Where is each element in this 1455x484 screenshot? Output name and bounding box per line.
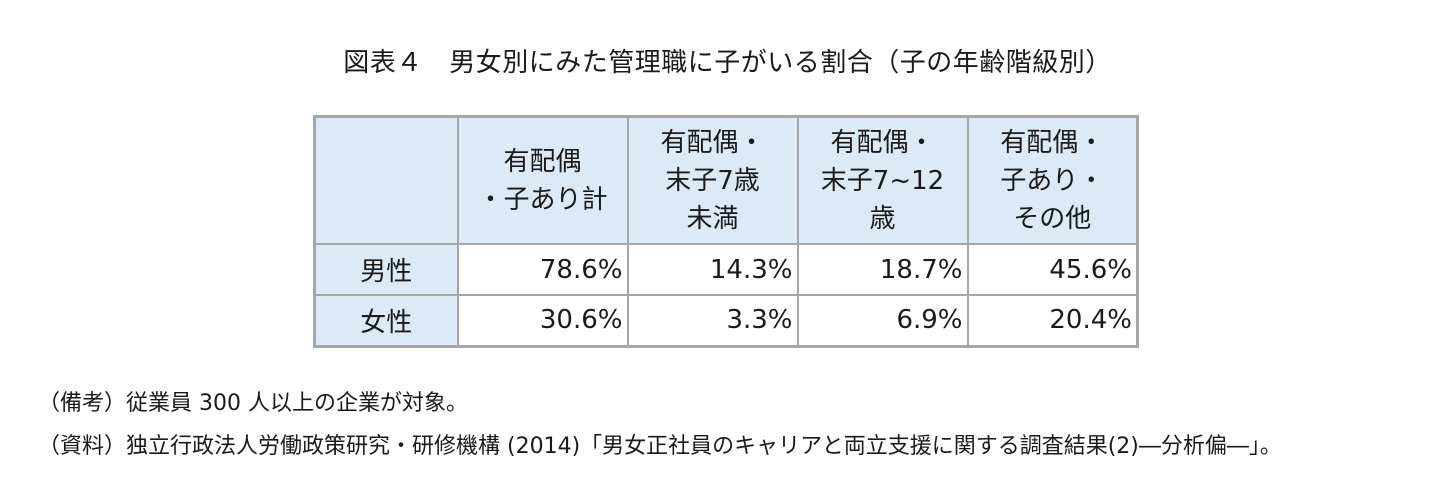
table-cell: 3.3%: [626, 294, 799, 347]
table-corner-cell: [313, 115, 459, 245]
row-label: 男性: [313, 243, 459, 296]
column-header-line: その他: [1013, 203, 1092, 234]
table-row-female: 女性 30.6% 3.3% 6.9% 20.4%: [313, 294, 1139, 347]
column-header-married-with-children-total: 有配偶 ・子あり計: [456, 115, 629, 245]
column-header-line: 歳: [869, 203, 896, 234]
table-cell: 20.4%: [966, 294, 1139, 347]
table-header-row: 有配偶 ・子あり計 有配偶・ 末子7歳 未満 有配偶・ 末子7~12 歳 有配偶…: [313, 115, 1139, 245]
column-header-youngest-under-7: 有配偶・ 末子7歳 未満: [626, 115, 799, 245]
column-header-line: 有配偶・: [1000, 127, 1105, 158]
row-label: 女性: [313, 294, 459, 347]
column-header-line: 有配偶・: [830, 127, 935, 158]
column-header-line: 有配偶・: [660, 127, 765, 158]
source-note: （資料）独立行政法人労働政策研究・研修機構 (2014)「男女正社員のキャリアと…: [38, 434, 1282, 459]
table-row-male: 男性 78.6% 14.3% 18.7% 45.6%: [313, 243, 1139, 296]
column-header-line: 未満: [686, 203, 739, 234]
column-header-youngest-7-12: 有配偶・ 末子7~12 歳: [796, 115, 969, 245]
table-cell: 30.6%: [456, 294, 629, 347]
table-cell: 78.6%: [456, 243, 629, 296]
table-cell: 6.9%: [796, 294, 969, 347]
table-cell: 14.3%: [626, 243, 799, 296]
data-table: 有配偶 ・子あり計 有配偶・ 末子7歳 未満 有配偶・ 末子7~12 歳 有配偶…: [313, 115, 1139, 348]
column-header-line: 末子7~12: [820, 165, 945, 196]
column-header-line: 有配偶: [503, 146, 582, 177]
column-header-line: ・子あり計: [477, 184, 608, 215]
table-cell: 45.6%: [966, 243, 1139, 296]
column-header-line: 子あり・: [1000, 165, 1105, 196]
figure-title: 図表４ 男女別にみた管理職に子がいる割合（子の年齢階級別）: [343, 48, 1112, 78]
remarks-note: （備考）従業員 300 人以上の企業が対象。: [38, 391, 468, 416]
column-header-other: 有配偶・ 子あり・ その他: [966, 115, 1139, 245]
column-header-line: 末子7歳: [665, 165, 760, 196]
table-cell: 18.7%: [796, 243, 969, 296]
